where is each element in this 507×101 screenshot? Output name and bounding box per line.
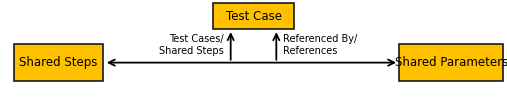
FancyBboxPatch shape: [400, 44, 503, 81]
Text: Shared Steps: Shared Steps: [19, 56, 97, 69]
FancyBboxPatch shape: [14, 44, 102, 81]
Text: Shared Parameters: Shared Parameters: [394, 56, 507, 69]
Text: Test Cases/
Shared Steps: Test Cases/ Shared Steps: [159, 34, 224, 56]
FancyBboxPatch shape: [213, 3, 294, 29]
Text: Test Case: Test Case: [226, 10, 281, 23]
Text: Referenced By/
References: Referenced By/ References: [283, 34, 357, 56]
